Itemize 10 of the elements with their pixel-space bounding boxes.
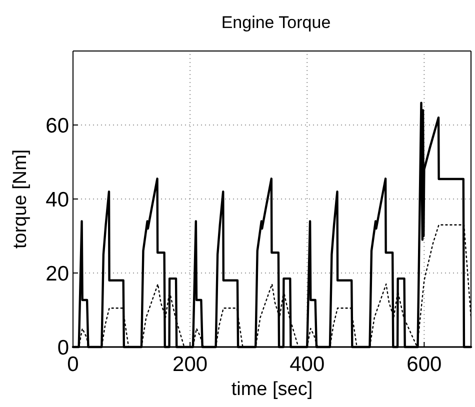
y-tick-label: 20 xyxy=(46,262,69,286)
x-tick-label: 600 xyxy=(406,353,442,376)
y-axis-title: torque [Nm] xyxy=(10,149,31,249)
y-tick-label: 0 xyxy=(57,336,69,360)
y-tick-label: 40 xyxy=(46,188,69,212)
y-tick-label: 60 xyxy=(46,114,69,138)
x-axis-title: time [sec] xyxy=(231,379,313,400)
x-tick-label: 400 xyxy=(290,353,325,376)
x-tick-label: 200 xyxy=(172,353,208,376)
chart-title: Engine Torque xyxy=(221,13,331,32)
